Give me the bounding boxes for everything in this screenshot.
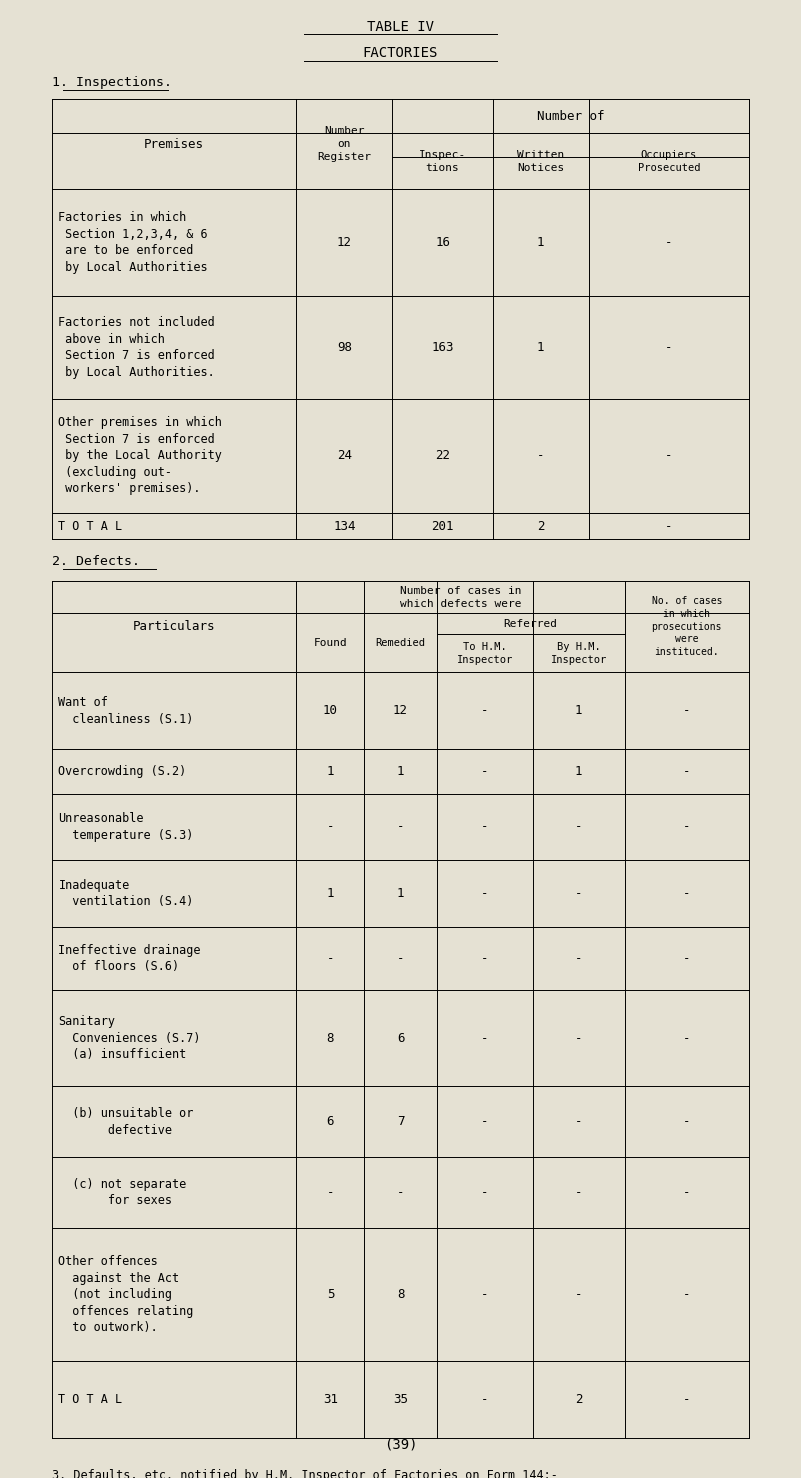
Text: -: -	[481, 705, 489, 717]
Text: 31: 31	[323, 1394, 338, 1406]
Text: -: -	[327, 820, 334, 834]
Text: -: -	[665, 520, 673, 532]
Text: -: -	[575, 1116, 582, 1128]
Text: -: -	[481, 1116, 489, 1128]
Text: -: -	[683, 1394, 690, 1406]
Text: Written
Notices: Written Notices	[517, 149, 564, 173]
Text: Particulars: Particulars	[133, 621, 215, 633]
Text: Unreasonable
  temperature (S.3): Unreasonable temperature (S.3)	[58, 813, 194, 841]
Text: -: -	[396, 1187, 405, 1199]
Text: 1: 1	[327, 887, 334, 900]
Text: 8: 8	[327, 1032, 334, 1045]
Text: 2: 2	[537, 520, 545, 532]
Text: -: -	[683, 1187, 690, 1199]
Text: -: -	[683, 766, 690, 777]
Text: -: -	[575, 820, 582, 834]
Text: 1: 1	[575, 766, 582, 777]
Text: -: -	[665, 236, 673, 248]
Text: 163: 163	[431, 341, 454, 353]
Text: 134: 134	[333, 520, 356, 532]
Text: Ineffective drainage
  of floors (S.6): Ineffective drainage of floors (S.6)	[58, 944, 201, 973]
Text: -: -	[665, 341, 673, 353]
Text: -: -	[481, 1187, 489, 1199]
Text: By H.M.
Inspector: By H.M. Inspector	[550, 641, 607, 665]
Text: -: -	[683, 705, 690, 717]
Text: Number of: Number of	[537, 109, 605, 123]
Text: Remedied: Remedied	[376, 638, 425, 647]
Text: -: -	[575, 1187, 582, 1199]
Text: -: -	[481, 1032, 489, 1045]
Text: 12: 12	[337, 236, 352, 248]
Text: -: -	[481, 1289, 489, 1301]
Text: 8: 8	[396, 1289, 405, 1301]
Text: 12: 12	[393, 705, 408, 717]
Text: -: -	[575, 887, 582, 900]
Text: -: -	[481, 766, 489, 777]
Text: -: -	[327, 1187, 334, 1199]
Text: 2. Defects.: 2. Defects.	[52, 556, 140, 568]
Text: (39): (39)	[384, 1437, 417, 1451]
Text: Premises: Premises	[144, 137, 204, 151]
Text: 1. Inspections.: 1. Inspections.	[52, 77, 172, 89]
Text: -: -	[575, 952, 582, 965]
Text: TABLE IV: TABLE IV	[367, 19, 434, 34]
Text: -: -	[575, 1289, 582, 1301]
Text: 98: 98	[337, 341, 352, 353]
Text: Inspec-
tions: Inspec- tions	[419, 149, 466, 173]
Text: Overcrowding (S.2): Overcrowding (S.2)	[58, 766, 187, 777]
Text: Inadequate
  ventilation (S.4): Inadequate ventilation (S.4)	[58, 879, 194, 907]
Text: Factories in which
 Section 1,2,3,4, & 6
 are to be enforced
 by Local Authoriti: Factories in which Section 1,2,3,4, & 6 …	[58, 211, 208, 273]
Text: FACTORIES: FACTORIES	[363, 46, 438, 61]
Text: -: -	[683, 1032, 690, 1045]
Text: 35: 35	[393, 1394, 408, 1406]
Text: T O T A L: T O T A L	[58, 1394, 123, 1406]
Text: 7: 7	[396, 1116, 405, 1128]
Text: -: -	[683, 820, 690, 834]
Text: -: -	[481, 820, 489, 834]
Text: 201: 201	[431, 520, 454, 532]
Text: 24: 24	[337, 449, 352, 463]
Text: Sanitary
  Conveniences (S.7)
  (a) insufficient: Sanitary Conveniences (S.7) (a) insuffic…	[58, 1015, 201, 1061]
Text: No. of cases
in which
prosecutions
were
instituced.: No. of cases in which prosecutions were …	[651, 596, 723, 658]
Text: -: -	[683, 887, 690, 900]
Text: T O T A L: T O T A L	[58, 520, 123, 532]
Text: -: -	[396, 952, 405, 965]
Text: 1: 1	[396, 887, 405, 900]
Text: Want of
  cleanliness (S.1): Want of cleanliness (S.1)	[58, 696, 194, 726]
Text: 1: 1	[537, 341, 545, 353]
Text: -: -	[537, 449, 545, 463]
Text: Referred: Referred	[504, 619, 557, 628]
Text: 1: 1	[396, 766, 405, 777]
Text: Other offences
  against the Act
  (not including
  offences relating
  to outwo: Other offences against the Act (not incl…	[58, 1255, 194, 1335]
Text: -: -	[575, 1032, 582, 1045]
Text: To H.M.
Inspector: To H.M. Inspector	[457, 641, 513, 665]
Text: Factories not included
 above in which
 Section 7 is enforced
 by Local Authorit: Factories not included above in which Se…	[58, 316, 215, 378]
Text: Occupiers
Prosecuted: Occupiers Prosecuted	[638, 149, 700, 173]
Text: -: -	[327, 952, 334, 965]
Text: 6: 6	[396, 1032, 405, 1045]
Text: Other premises in which
 Section 7 is enforced
 by the Local Authority
 (excludi: Other premises in which Section 7 is enf…	[58, 417, 223, 495]
Text: 1: 1	[537, 236, 545, 248]
Text: 2: 2	[575, 1394, 582, 1406]
Text: -: -	[396, 820, 405, 834]
Text: 5: 5	[327, 1289, 334, 1301]
Text: -: -	[665, 449, 673, 463]
Text: 10: 10	[323, 705, 338, 717]
Text: 6: 6	[327, 1116, 334, 1128]
Text: -: -	[683, 952, 690, 965]
Text: Number
on
Register: Number on Register	[317, 126, 372, 163]
Text: 22: 22	[435, 449, 450, 463]
Text: -: -	[683, 1116, 690, 1128]
Text: 1: 1	[575, 705, 582, 717]
Text: 16: 16	[435, 236, 450, 248]
Text: (c) not separate
       for sexes: (c) not separate for sexes	[58, 1178, 187, 1208]
Text: (b) unsuitable or
       defective: (b) unsuitable or defective	[58, 1107, 194, 1137]
Text: -: -	[683, 1289, 690, 1301]
Text: Number of cases in
which defects were: Number of cases in which defects were	[400, 585, 521, 609]
Text: Found: Found	[313, 638, 348, 647]
Text: -: -	[481, 952, 489, 965]
Text: -: -	[481, 1394, 489, 1406]
Text: -: -	[481, 887, 489, 900]
Text: 3. Defaults, etc. notified by H.M. Inspector of Factories on Form 144:-: 3. Defaults, etc. notified by H.M. Inspe…	[52, 1469, 558, 1478]
Text: 1: 1	[327, 766, 334, 777]
